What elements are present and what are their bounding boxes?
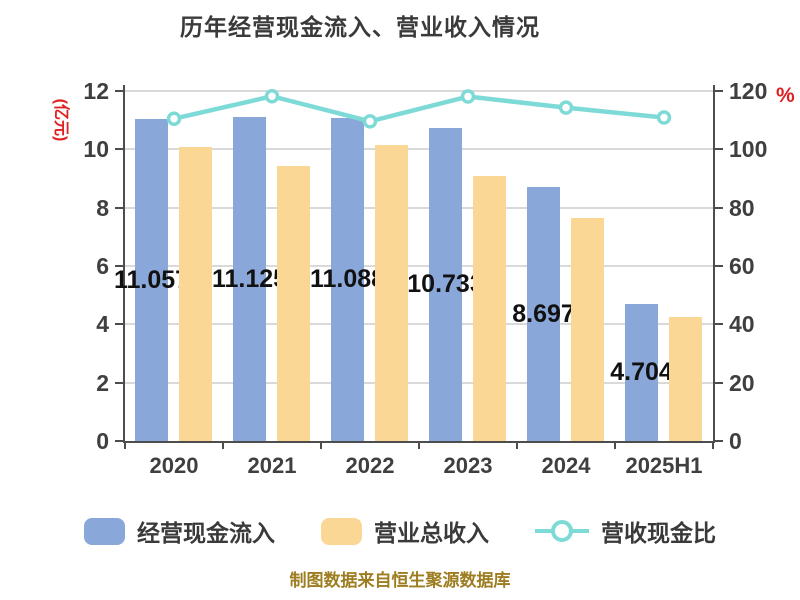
bar-cash-inflow-2020 <box>135 118 168 441</box>
right-axis-tick <box>715 206 723 209</box>
x-axis-label-2022: 2022 <box>345 453 395 478</box>
right-axis-tick-label: 80 <box>729 194 755 221</box>
bar-value-label-2022: 11.088 <box>309 265 386 294</box>
bar-revenue-2021 <box>277 165 310 441</box>
legend-line-marker-icon <box>535 518 589 544</box>
bar-revenue-2022 <box>375 145 408 441</box>
data-source-footer: 制图数据来自恒生聚源数据库 <box>289 571 511 590</box>
right-axis-tick-label: 0 <box>729 428 742 454</box>
left-axis-tick <box>115 440 123 442</box>
x-axis-tick <box>516 441 518 449</box>
left-axis-tick <box>115 90 123 92</box>
x-axis-tick <box>124 441 126 449</box>
left-axis-tick-label: 10 <box>83 136 109 163</box>
left-axis-tick <box>115 381 123 384</box>
left-axis-tick-label: 2 <box>96 369 109 396</box>
gridline-6 <box>125 265 713 267</box>
legend-label-revenue: 营业总收入 <box>374 520 489 546</box>
legend-item-cash-inflow[interactable]: 经营现金流入 <box>84 514 275 548</box>
bar-cash-inflow-2023 <box>429 127 462 441</box>
right-axis-line <box>713 85 715 443</box>
bar-revenue-2023 <box>473 175 506 441</box>
right-axis-tick-label: 60 <box>729 253 755 279</box>
x-axis-tick <box>712 441 714 449</box>
bar-cash-inflow-2024 <box>527 187 560 441</box>
bar-revenue-2024 <box>571 218 604 441</box>
legend-item-ratio[interactable]: 营收现金比 <box>535 514 716 548</box>
left-axis-line <box>123 85 125 443</box>
legend-item-revenue[interactable]: 营业总收入 <box>321 514 489 548</box>
x-axis-label-2021: 2021 <box>247 453 297 478</box>
gridline-2 <box>125 381 713 384</box>
bar-value-label-2023: 10.733 <box>407 270 484 299</box>
right-axis-tick-label: 100 <box>729 136 768 163</box>
right-axis-tick <box>715 265 723 267</box>
ratio-marker-2025H1 <box>656 110 672 125</box>
gridline-10 <box>125 148 713 151</box>
gridline-12 <box>125 90 713 92</box>
right-axis-tick <box>715 90 723 92</box>
left-axis-tick-label: 8 <box>96 194 109 221</box>
x-axis-tick <box>614 441 616 449</box>
right-axis-tick <box>715 381 723 384</box>
left-axis-tick <box>115 323 123 326</box>
bar-cash-inflow-2021 <box>233 116 266 441</box>
gridline-4 <box>125 323 713 326</box>
x-axis-label-2023: 2023 <box>443 453 493 478</box>
right-axis-unit-label: % <box>776 84 795 107</box>
legend: 经营现金流入 营业总收入 营收现金比 <box>0 514 800 548</box>
ratio-marker-2024 <box>558 100 574 115</box>
right-axis-tick-label: 40 <box>729 311 755 338</box>
x-axis-tick <box>418 441 420 449</box>
bar-value-label-2025H1: 4.704 <box>610 358 673 387</box>
x-axis-label-2024: 2024 <box>541 453 591 478</box>
bar-cash-inflow-2025H1 <box>625 303 658 441</box>
left-axis-tick <box>115 148 123 151</box>
ratio-marker-2020 <box>166 111 182 126</box>
left-axis-tick <box>115 265 123 267</box>
ratio-marker-2023 <box>460 89 476 104</box>
chart-title: 历年经营现金流入、营业收入情况 <box>180 14 540 40</box>
right-axis-tick-label: 120 <box>729 78 768 104</box>
left-axis-tick-label: 12 <box>83 78 109 104</box>
legend-swatch-orange <box>321 517 362 545</box>
x-axis-tick <box>222 441 224 449</box>
bar-cash-inflow-2022 <box>331 117 364 441</box>
left-axis-tick-label: 0 <box>96 428 109 454</box>
left-axis-tick-label: 4 <box>96 311 109 338</box>
legend-label-cash-inflow: 经营现金流入 <box>137 520 275 546</box>
x-axis-tick <box>320 441 322 449</box>
legend-label-ratio: 营收现金比 <box>601 520 716 546</box>
left-axis-tick <box>115 206 123 209</box>
right-axis-tick <box>715 440 723 442</box>
ratio-marker-2022 <box>362 114 378 129</box>
bar-revenue-2025H1 <box>669 317 702 441</box>
right-axis-tick <box>715 323 723 326</box>
bar-value-label-2021: 11.125 <box>211 264 288 293</box>
left-axis-tick-label: 6 <box>96 253 109 279</box>
x-axis-label-2025H1: 2025H1 <box>625 453 703 478</box>
bar-value-label-2020: 11.057 <box>113 265 190 294</box>
right-axis-tick <box>715 148 723 151</box>
gridline-8 <box>125 206 713 209</box>
legend-swatch-blue <box>84 517 125 545</box>
right-axis-tick-label: 20 <box>729 369 755 396</box>
ratio-marker-2021 <box>264 89 280 104</box>
bar-revenue-2020 <box>179 146 212 441</box>
x-axis-label-2020: 2020 <box>149 453 199 478</box>
bar-value-label-2024: 8.697 <box>512 300 575 329</box>
